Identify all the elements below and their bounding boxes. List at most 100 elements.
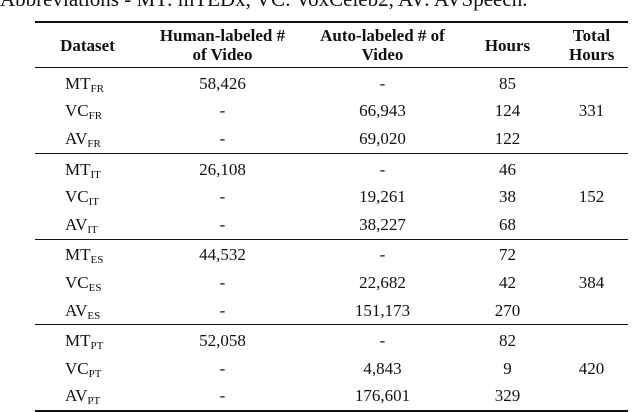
dataset-name: AV [65,386,88,406]
total-hours-cell: 420 [555,324,628,412]
dataset-cell: VCIT [35,183,140,211]
table-row: MTIT 26,108-46 152 [35,153,628,240]
dataset-cell: AVPT [35,382,140,412]
hours-cell: 46 [499,159,516,179]
table-header: Dataset Human-labeled # of Video Auto-labe… [35,21,628,68]
table-row: VCFR - 66,943 124 [35,98,628,126]
dataset-name: VC [65,187,89,207]
human-labeled-cell: - [219,101,226,121]
language-code: FR [88,110,103,123]
dataset-name: AV [65,128,88,148]
human-labeled-cell: - [140,296,305,326]
dataset-cell: VCES [35,269,140,297]
auto-labeled-cell: - [379,245,386,265]
language-code: ES [87,309,101,322]
dataset-table: Dataset Human-labeled # of Video Auto-labe… [35,21,628,412]
total-hours-cell: 384 [555,239,628,326]
auto-labeled-cell: 69,020 [305,125,460,154]
human-labeled-cell: 58,426 [199,73,246,93]
language-code: IT [87,223,98,236]
dataset-name: VC [65,358,89,378]
language-code: ES [90,254,104,267]
auto-labeled-cell: - [379,73,386,93]
header-row: Dataset Human-labeled # of Video Auto-labe… [35,21,628,68]
table-row: VCPT - 4,843 9 [35,355,628,383]
dataset-cell: MTFR [35,68,140,98]
hours-cell: 72 [499,245,516,265]
auto-labeled-cell: 151,173 [305,296,460,326]
hours-cell: 9 [503,358,512,378]
auto-labeled-cell: 66,943 [359,101,406,121]
auto-labeled-cell: 4,843 [363,358,402,378]
language-code: FR [87,137,101,150]
dataset-cell: VCPT [35,355,140,383]
dataset-cell: MTIT [35,153,140,183]
table-row: MTPT 52,058-82 420 [35,324,628,412]
dataset-cell: AVFR [35,125,140,154]
table-row: AVIT -38,227 68 [35,210,628,240]
language-code: IT [88,196,100,209]
auto-labeled-cell: - [379,159,386,179]
dataset-name: MT [65,73,91,93]
human-labeled-cell: 26,108 [199,159,246,179]
row-group: MTFR 58,426-85 331 VCFR -66,943 124 AVFR -69,02… [35,67,628,154]
human-labeled-cell: - [219,272,226,292]
language-code: PT [90,340,104,353]
column-header: Hours [460,21,555,68]
column-header: Auto-labeled # of Video [305,21,460,68]
human-labeled-cell: - [140,382,305,412]
human-labeled-cell: 44,532 [199,245,246,265]
hours-cell: 85 [499,73,516,93]
column-header: Human-labeled # of Video [140,21,305,68]
hours-cell: 38 [499,187,516,207]
table-row: VCES - 22,682 42 [35,269,628,297]
table-row: VCIT - 19,261 38 [35,183,628,211]
dataset-name: VC [65,101,89,121]
dataset-name: AV [65,300,88,320]
dataset-cell: MTES [35,239,140,269]
table-row: AVFR -69,020 122 [35,125,628,154]
language-code: ES [88,281,102,294]
human-labeled-cell: - [140,125,305,154]
hours-cell: 122 [460,125,555,154]
dataset-name: AV [65,214,88,234]
row-group: MTIT 26,108-46 152 VCIT -19,261 38 AVIT -38,227… [35,153,628,240]
dataset-name: MT [65,331,91,351]
hours-cell: 42 [499,272,516,292]
human-labeled-cell: - [140,210,305,240]
table-row: MTFR 58,426-85 331 [35,67,628,154]
auto-labeled-cell: 38,227 [305,210,460,240]
language-code: IT [90,168,101,181]
hours-cell: 329 [460,382,555,412]
language-code: PT [88,367,102,380]
table-row: AVES -151,173 270 [35,296,628,326]
auto-labeled-cell: 176,601 [305,382,460,412]
total-hours-cell: 331 [555,67,628,154]
table-row: AVPT -176,601 329 [35,382,628,412]
auto-labeled-cell: 22,682 [359,272,406,292]
auto-labeled-cell: - [379,331,386,351]
hours-cell: 82 [499,331,516,351]
dataset-cell: VCFR [35,98,140,126]
human-labeled-cell: - [219,358,226,378]
dataset-cell: MTPT [35,325,140,355]
human-labeled-cell: - [219,187,226,207]
human-labeled-cell: 52,058 [199,331,246,351]
dataset-name: MT [65,159,91,179]
auto-labeled-cell: 19,261 [359,187,406,207]
dataset-cell: AVIT [35,210,140,240]
hours-cell: 124 [494,101,521,121]
dataset-name: MT [65,245,91,265]
column-header: Dataset [35,21,140,68]
language-code: FR [90,82,104,95]
dataset-name: VC [65,272,89,292]
language-code: PT [87,395,101,408]
row-group: MTPT 52,058-82 420 VCPT -4,843 9 AVPT -176,601 3… [35,324,628,412]
row-group: MTES 44,532-72 384 VCES -22,682 42 AVES -151,17… [35,239,628,326]
hours-cell: 68 [460,210,555,240]
dataset-cell: AVES [35,296,140,326]
table-row: MTES 44,532-72 384 [35,239,628,326]
column-header: Total Hours [555,21,628,68]
total-hours-cell: 152 [555,153,628,240]
